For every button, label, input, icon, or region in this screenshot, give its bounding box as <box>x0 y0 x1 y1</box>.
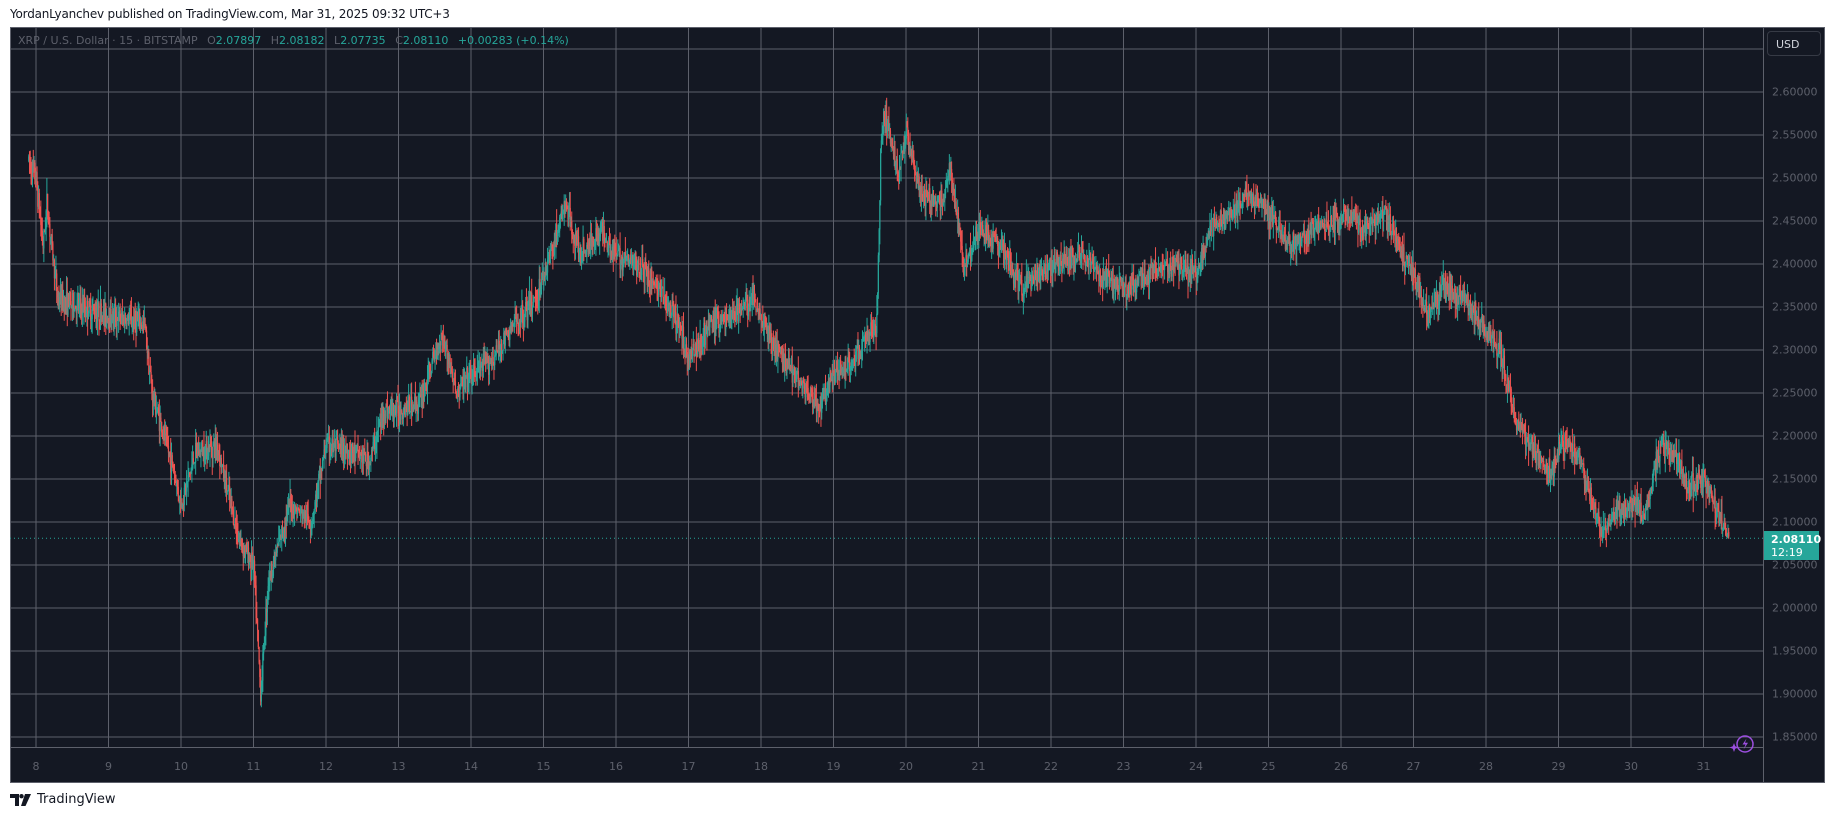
time-tick-label: 24 <box>1189 760 1203 773</box>
time-tick-label: 25 <box>1261 760 1276 773</box>
chart-frame <box>10 27 1825 783</box>
time-tick-label: 14 <box>464 760 478 773</box>
time-tick-label: 27 <box>1406 760 1421 773</box>
symbol-title[interactable]: XRP / U.S. Dollar · 15 · BITSTAMP <box>18 34 198 47</box>
price-tick-label: 1.85000 <box>1772 730 1818 744</box>
price-tick-label: 2.45000 <box>1772 214 1818 228</box>
bar-countdown: 12:19 <box>1771 546 1803 559</box>
price-tick-label: 2.50000 <box>1772 171 1818 185</box>
footer-brand: TradingView <box>10 792 116 807</box>
time-tick-label: 23 <box>1116 760 1131 773</box>
price-tick-label: 2.00000 <box>1772 601 1818 615</box>
high-value: 2.08182 <box>279 34 325 47</box>
last-price-badge: 2.08110 12:19 <box>1764 531 1822 560</box>
close-label: C <box>395 34 403 47</box>
time-tick-label: 22 <box>1044 760 1058 773</box>
price-tick-label: 2.60000 <box>1772 85 1818 99</box>
symbol-legend: XRP / U.S. Dollar · 15 · BITSTAMP O2.078… <box>18 34 569 47</box>
time-tick-label: 17 <box>681 760 696 773</box>
ai-assistant-icon[interactable] <box>1726 733 1756 757</box>
tradingview-logo-icon <box>10 793 31 806</box>
price-tick-label: 2.25000 <box>1772 386 1818 400</box>
time-tick-label: 19 <box>826 760 841 773</box>
time-tick-label: 20 <box>899 760 913 773</box>
time-axis[interactable] <box>10 747 1763 783</box>
last-price-value: 2.08110 <box>1771 533 1822 546</box>
price-tick-label: 2.30000 <box>1772 343 1818 357</box>
time-tick-label: 26 <box>1334 760 1348 773</box>
close-value: 2.08110 <box>402 34 449 47</box>
time-tick-label: 13 <box>391 760 406 773</box>
price-tick-label: 2.40000 <box>1772 257 1818 271</box>
time-tick-label: 16 <box>609 760 623 773</box>
open-label: O <box>207 34 216 47</box>
publisher-caption: YordanLyanchev published on TradingView.… <box>10 7 450 21</box>
brand-name: TradingView <box>37 792 116 807</box>
price-tick-label: 1.90000 <box>1772 687 1818 701</box>
time-tick-label: 9 <box>105 760 112 773</box>
price-tick-label: 2.05000 <box>1772 558 1818 572</box>
price-tick-label: 2.15000 <box>1772 472 1818 486</box>
price-tick-label: 2.55000 <box>1772 128 1818 142</box>
time-tick-label: 29 <box>1551 760 1566 773</box>
price-tick-label: 2.20000 <box>1772 429 1818 443</box>
time-tick-label: 11 <box>246 760 261 773</box>
currency-button[interactable]: USD <box>1767 31 1821 56</box>
price-tick-label: 1.95000 <box>1772 644 1818 658</box>
time-tick-label: 31 <box>1696 760 1711 773</box>
change-value: +0.00283 (+0.14%) <box>457 34 569 47</box>
time-tick-label: 30 <box>1624 760 1638 773</box>
time-tick-label: 15 <box>536 760 551 773</box>
time-tick-label: 28 <box>1479 760 1493 773</box>
low-value: 2.07735 <box>340 34 386 47</box>
open-value: 2.07897 <box>215 34 262 47</box>
time-tick-label: 18 <box>754 760 768 773</box>
time-tick-label: 8 <box>32 760 40 773</box>
low-label: L <box>334 34 341 47</box>
price-tick-label: 2.10000 <box>1772 515 1818 529</box>
price-tick-label: 2.35000 <box>1772 300 1818 314</box>
time-tick-label: 21 <box>971 760 986 773</box>
high-label: H <box>270 34 280 47</box>
time-tick-label: 12 <box>319 760 333 773</box>
time-tick-label: 10 <box>174 760 188 773</box>
price-chart-canvas[interactable] <box>10 27 1763 747</box>
price-axis[interactable] <box>1763 27 1825 783</box>
